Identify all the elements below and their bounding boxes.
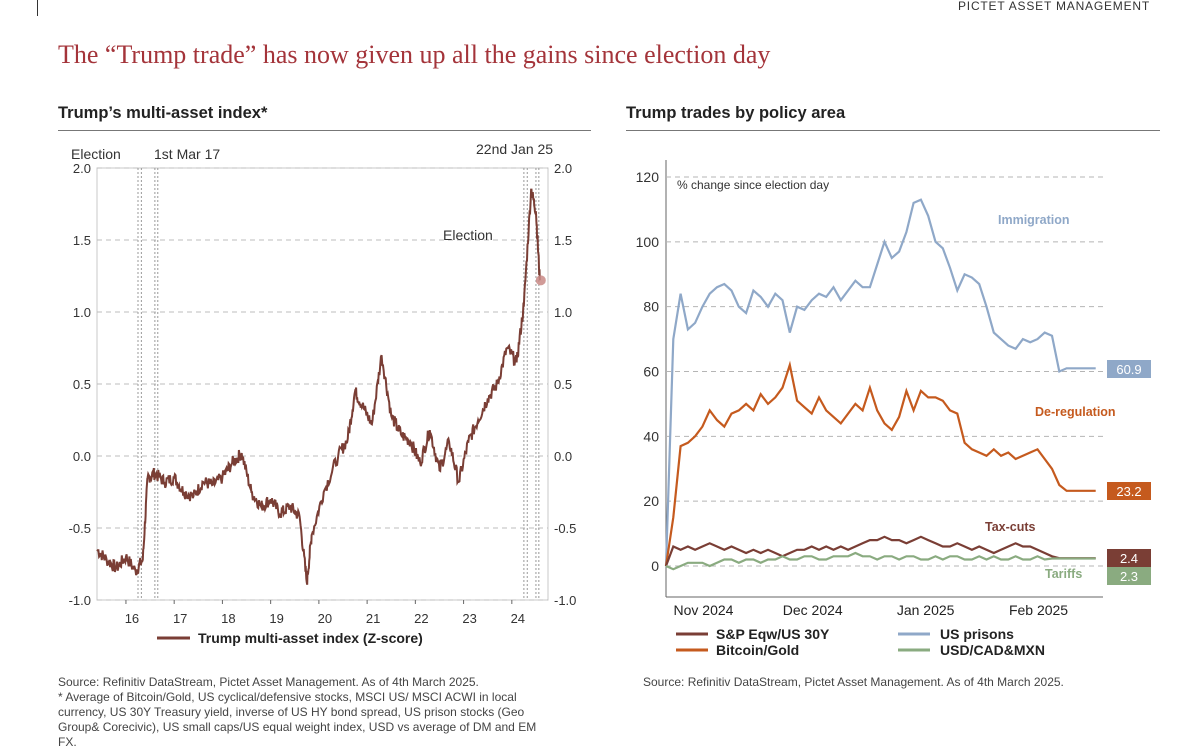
series-label-us-prisons: Immigration [998, 213, 1070, 227]
end-value-box-s-p-eqw-us-30y [1107, 549, 1151, 567]
right-ytick-label: 40 [643, 428, 659, 444]
legend-label-sp-eqw: S&P Eqw/US 30Y [716, 626, 830, 642]
left-ytick-label-right: 2.0 [554, 161, 572, 176]
series-line-usd-cad-mxn [665, 551, 1096, 571]
left-chart: Election 1st Mar 17 22nd Jan 25 Election… [69, 141, 577, 646]
end-value-label-us-prisons: 60.9 [1116, 362, 1141, 377]
left-ytick-label: -1.0 [69, 593, 91, 608]
series-label-usd-cad-mxn: Tariffs [1045, 567, 1082, 581]
series-line-trump-index [96, 188, 541, 585]
left-ytick-label-right: 1.5 [554, 233, 572, 248]
left-xtick-label: 20 [318, 611, 332, 626]
series-line-bitcoin-gold [664, 360, 1096, 567]
right-title-rule [626, 130, 1160, 131]
right-ytick-label: 0 [651, 558, 659, 574]
annotation-election-2016: Election [71, 146, 121, 162]
left-footnote: * Average of Bitcoin/Gold, US cyclical/d… [58, 690, 537, 749]
left-source: Source: Refinitiv DataStream, Pictet Ass… [58, 675, 479, 689]
series-endpoint-marker [535, 275, 546, 286]
left-xtick-label: 24 [511, 611, 525, 626]
end-value-box-bitcoin-gold [1107, 482, 1151, 500]
right-xtick-label: Feb 2025 [1009, 602, 1068, 618]
left-ytick-label: 1.0 [73, 305, 91, 320]
series-label-bitcoin-gold: De-regulation [1035, 405, 1116, 419]
end-value-label-bitcoin-gold: 23.2 [1116, 484, 1141, 499]
left-ytick-label: 0.0 [73, 449, 91, 464]
left-ytick-label-right: 0.0 [554, 449, 572, 464]
left-ytick-label: 0.5 [73, 377, 91, 392]
right-xtick-label: Jan 2025 [897, 602, 955, 618]
right-panel-title: Trump trades by policy area [626, 104, 846, 122]
left-title-rule [58, 130, 591, 131]
left-ytick-label-right: -0.5 [554, 521, 576, 536]
series-line-s-p-eqw-us-30y [664, 535, 1096, 567]
legend-label-trump-index: Trump multi-asset index (Z-score) [198, 630, 423, 646]
annotation-1st-mar-17: 1st Mar 17 [154, 146, 220, 162]
right-source: Source: Refinitiv DataStream, Pictet Ass… [643, 675, 1064, 689]
annotation-22nd-jan-25: 22nd Jan 25 [476, 141, 553, 157]
header-rule [37, 0, 38, 16]
end-value-box-us-prisons [1107, 360, 1151, 378]
end-value-label-usd-cad-mxn: 2.3 [1120, 569, 1138, 584]
left-xtick-label: 22 [414, 611, 428, 626]
annotation-election-2024: Election [443, 227, 493, 243]
left-ytick-label: 2.0 [73, 161, 91, 176]
end-value-label-s-p-eqw-us-30y: 2.4 [1120, 551, 1138, 566]
right-chart: 0 20 40 60 80 100 120 Nov 2024 Dec 2024 Jan 2025… [636, 160, 1151, 658]
left-ytick-label: -0.5 [69, 521, 91, 536]
left-xtick-label: 23 [462, 611, 476, 626]
legend-label-us-prisons: US prisons [940, 626, 1014, 642]
left-xtick-label: 21 [366, 611, 380, 626]
left-ytick-label-right: 0.5 [554, 377, 572, 392]
left-xtick-label: 18 [221, 611, 235, 626]
right-ytick-label: 120 [636, 169, 660, 185]
end-value-box-usd-cad-mxn [1107, 567, 1151, 585]
brand-label: PICTET ASSET MANAGEMENT [958, 0, 1150, 13]
series-line-us-prisons [664, 198, 1096, 567]
right-xtick-label: Dec 2024 [783, 602, 843, 618]
left-xtick-label: 16 [125, 611, 139, 626]
right-ytick-label: 20 [643, 493, 659, 509]
page-title: The “Trump trade” has now given up all t… [58, 40, 771, 69]
legend-label-usd-cad-mxn: USD/CAD&MXN [940, 642, 1045, 658]
left-ytick-label-right: 1.0 [554, 305, 572, 320]
left-panel-title: Trump’s multi-asset index* [58, 104, 268, 122]
right-ytick-label: 100 [636, 234, 660, 250]
series-label-s-p-eqw-us-30y: Tax-cuts [985, 520, 1036, 534]
right-ytick-label: 60 [643, 364, 659, 380]
left-xtick-label: 17 [173, 611, 187, 626]
right-xtick-label: Nov 2024 [674, 602, 734, 618]
right-y-axis-label: % change since election day [677, 178, 829, 192]
left-ytick-label: 1.5 [73, 233, 91, 248]
right-ytick-label: 80 [643, 299, 659, 315]
left-xtick-label: 19 [269, 611, 283, 626]
legend-label-bitcoin-gold: Bitcoin/Gold [716, 642, 799, 658]
left-ytick-label-right: -1.0 [554, 593, 576, 608]
